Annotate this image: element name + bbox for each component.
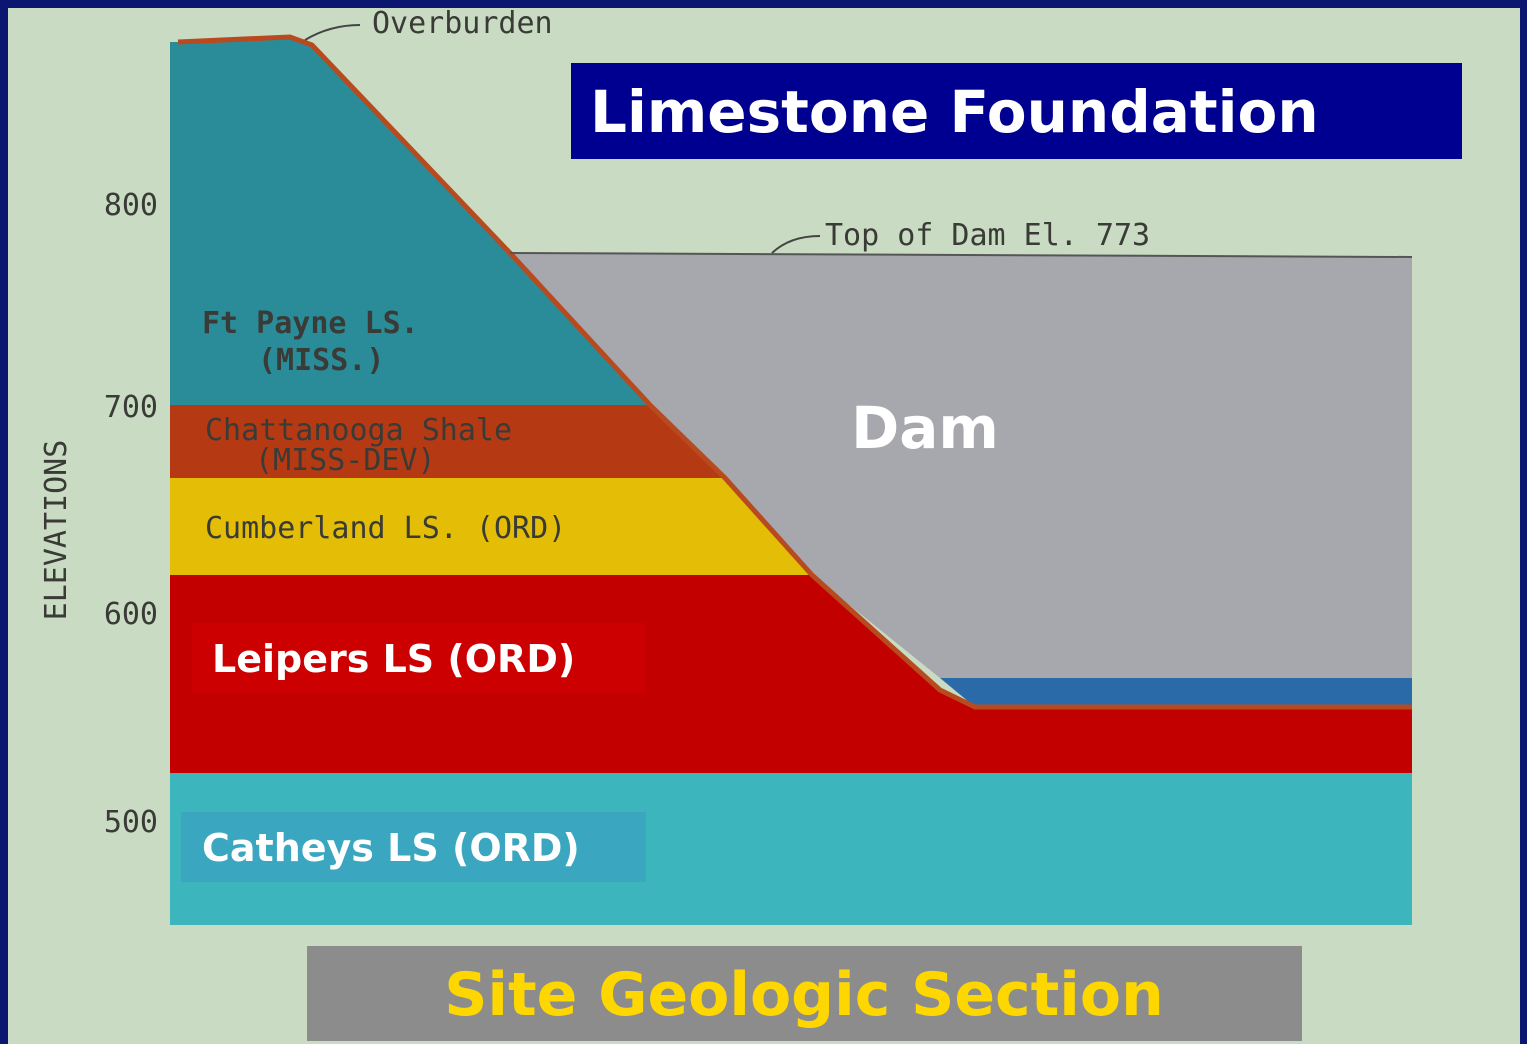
top-of-dam-label: Top of Dam El. 773 bbox=[825, 218, 1150, 253]
slide-title: Limestone Foundation bbox=[590, 78, 1319, 146]
layer-name: Ft Payne LS. bbox=[202, 306, 419, 341]
layer-age: (MISS.) bbox=[258, 343, 384, 378]
elevation-tick: 500 bbox=[104, 805, 158, 840]
dam-label: Dam bbox=[851, 394, 999, 462]
layer-age: (MISS-DEV) bbox=[255, 443, 436, 478]
elevation-tick: 700 bbox=[104, 390, 158, 425]
overburden-label: Overburden bbox=[372, 6, 553, 41]
layer-name: Cumberland LS. (ORD) bbox=[205, 511, 566, 546]
axis-label: ELEVATIONS bbox=[39, 440, 74, 621]
water bbox=[940, 678, 1412, 707]
elevation-tick: 800 bbox=[104, 188, 158, 223]
layer-name: Leipers LS (ORD) bbox=[212, 637, 575, 681]
slide: Overburden Top of Dam El. 773 Dam ELEVAT… bbox=[0, 0, 1527, 1044]
elevation-tick: 600 bbox=[104, 597, 158, 632]
layer-name: Catheys LS (ORD) bbox=[202, 826, 580, 870]
caption: Site Geologic Section bbox=[444, 960, 1164, 1030]
